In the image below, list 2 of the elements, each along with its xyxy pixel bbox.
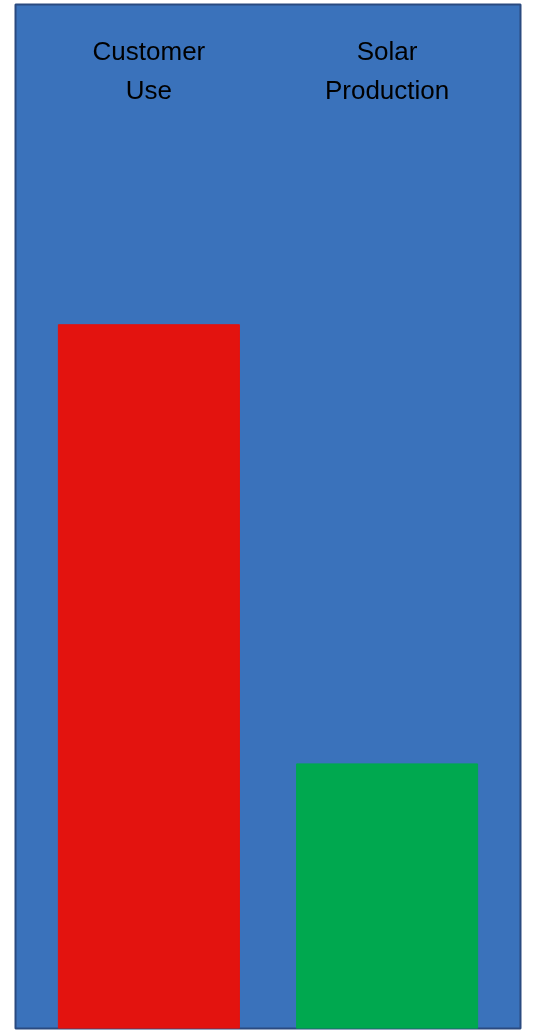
x-tick-label: Customer Use: [92, 36, 206, 106]
x-tick-label: Solar Production: [324, 36, 450, 106]
